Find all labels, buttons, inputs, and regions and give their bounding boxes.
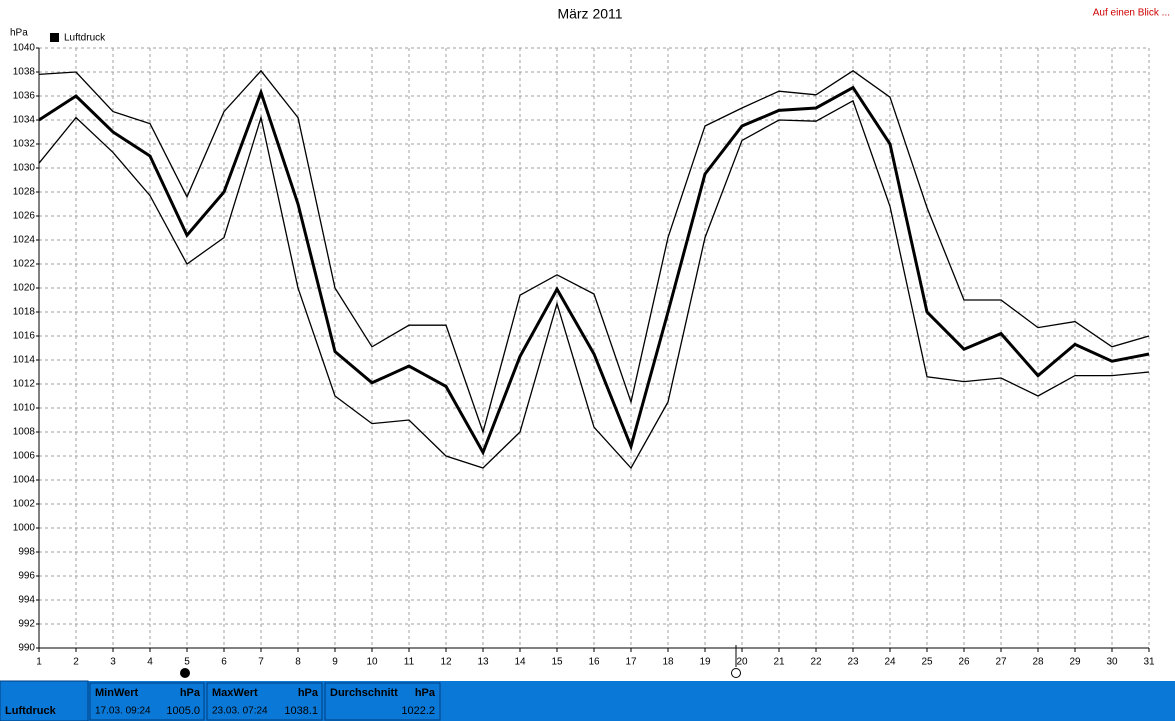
new-moon-icon xyxy=(180,668,190,678)
x-tick-label: 25 xyxy=(921,657,933,668)
y-tick-label: 1018 xyxy=(13,307,36,318)
x-tick-label: 29 xyxy=(1069,657,1081,668)
x-tick-label: 26 xyxy=(958,657,970,668)
y-tick-label: 1004 xyxy=(13,475,36,486)
y-tick-label: 1008 xyxy=(13,427,36,438)
y-tick-label: 1014 xyxy=(13,355,36,366)
summary-time: 17.03. 09:24 xyxy=(95,706,151,717)
x-tick-label: 22 xyxy=(810,657,822,668)
x-tick-label: 13 xyxy=(477,657,489,668)
x-tick-label: 24 xyxy=(884,657,896,668)
y-tick-label: 996 xyxy=(18,571,35,582)
x-tick-label: 11 xyxy=(404,657,415,668)
summary-label-box xyxy=(0,680,89,721)
chart-title: März 2011 xyxy=(557,6,622,22)
x-tick-label: 27 xyxy=(995,657,1007,668)
y-tick-label: 1010 xyxy=(13,403,36,414)
summary-value: 1022.2 xyxy=(401,705,435,717)
summary-value: 1005.0 xyxy=(166,705,200,717)
y-tick-label: 1006 xyxy=(13,451,36,462)
summary-title: MaxWert xyxy=(212,687,258,699)
y-tick-label: 1022 xyxy=(13,259,36,270)
y-tick-label: 990 xyxy=(18,643,35,654)
x-tick-label: 8 xyxy=(295,657,301,668)
y-tick-label: 1016 xyxy=(13,331,36,342)
legend-label: Luftdruck xyxy=(64,33,106,44)
data-line xyxy=(38,69,1150,435)
full-moon-icon xyxy=(731,668,741,678)
legend-swatch xyxy=(50,33,59,42)
y-tick-label: 1036 xyxy=(13,91,36,102)
y-tick-label: 1030 xyxy=(13,163,36,174)
x-tick-label: 30 xyxy=(1106,657,1118,668)
y-tick-label: 1024 xyxy=(13,235,36,246)
x-tick-label: 10 xyxy=(366,657,378,668)
y-tick-label: 1002 xyxy=(13,499,36,510)
summary-unit: hPa xyxy=(298,687,319,699)
y-tick-label: 1000 xyxy=(13,523,36,534)
y-tick-label: 1012 xyxy=(13,379,36,390)
x-tick-label: 31 xyxy=(1143,657,1155,668)
summary-box xyxy=(324,682,441,721)
summary-box xyxy=(206,682,323,721)
x-tick-label: 23 xyxy=(847,657,859,668)
y-tick-label: 1040 xyxy=(13,43,36,54)
x-tick-label: 1 xyxy=(36,657,42,668)
summary-value: 1038.1 xyxy=(284,705,318,717)
data-line xyxy=(38,99,1150,470)
y-tick-label: 994 xyxy=(18,595,35,606)
y-tick-label: 1020 xyxy=(13,283,36,294)
summary-title: MinWert xyxy=(95,687,139,699)
y-tick-label: 1034 xyxy=(13,115,36,126)
x-tick-label: 17 xyxy=(625,657,637,668)
x-tick-label: 7 xyxy=(258,657,264,668)
x-tick-label: 2 xyxy=(73,657,79,668)
y-tick-label: 1038 xyxy=(13,67,36,78)
y-axis-label: hPa xyxy=(10,28,28,39)
summary-box xyxy=(89,682,205,721)
x-tick-label: 14 xyxy=(514,657,526,668)
data-line xyxy=(38,85,1150,456)
y-tick-label: 992 xyxy=(18,619,35,630)
x-tick-label: 3 xyxy=(110,657,116,668)
y-tick-label: 998 xyxy=(18,547,35,558)
x-tick-label: 16 xyxy=(588,657,600,668)
y-tick-label: 1032 xyxy=(13,139,36,150)
x-tick-label: 20 xyxy=(736,657,748,668)
x-tick-label: 28 xyxy=(1032,657,1044,668)
y-tick-label: 1028 xyxy=(13,187,36,198)
y-tick-label: 1026 xyxy=(13,211,36,222)
link[interactable]: Auf einen Blick ... xyxy=(1093,8,1170,19)
x-tick-label: 5 xyxy=(184,657,190,668)
x-tick-label: 6 xyxy=(221,657,227,668)
summary-unit: hPa xyxy=(415,687,436,699)
x-tick-label: 21 xyxy=(773,657,785,668)
x-tick-label: 19 xyxy=(699,657,711,668)
x-tick-label: 9 xyxy=(332,657,338,668)
x-tick-label: 12 xyxy=(440,657,452,668)
x-tick-label: 15 xyxy=(551,657,563,668)
summary-time: 23.03. 07:24 xyxy=(212,706,268,717)
x-tick-label: 4 xyxy=(147,657,153,668)
summary-unit: hPa xyxy=(180,687,201,699)
summary-label: Luftdruck xyxy=(5,705,57,717)
summary-title: Durchschnitt xyxy=(330,687,398,699)
x-tick-label: 18 xyxy=(662,657,674,668)
